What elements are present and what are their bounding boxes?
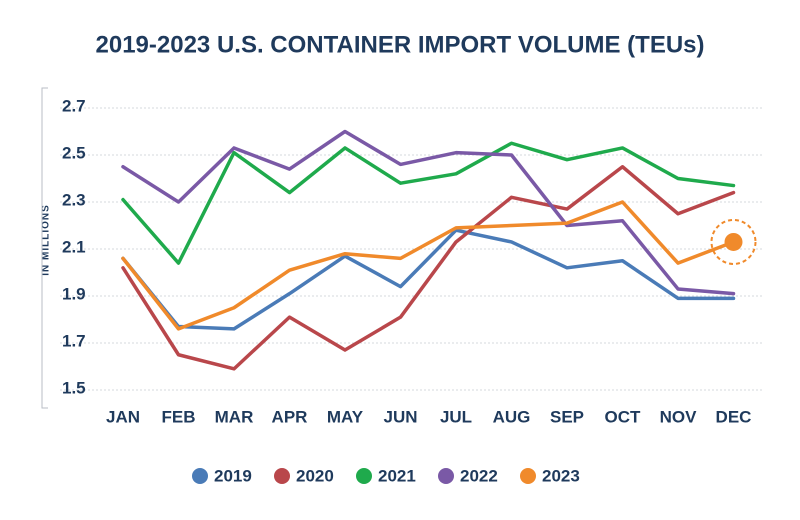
highlight-dot	[724, 232, 743, 251]
x-tick-label: SEP	[550, 407, 584, 426]
y-tick-label: 1.7	[62, 331, 86, 350]
y-tick-label: 2.5	[62, 143, 86, 162]
legend-label: 2020	[296, 466, 334, 485]
legend-swatch	[520, 468, 536, 484]
series-line	[121, 141, 736, 265]
y-tick-label: 2.1	[62, 237, 86, 256]
legend-swatch	[274, 468, 290, 484]
x-tick-label: NOV	[660, 407, 698, 426]
x-tick-label: DEC	[716, 407, 752, 426]
series-line	[121, 200, 736, 331]
legend-label: 2023	[542, 466, 580, 485]
y-tick-label: 2.7	[62, 96, 86, 115]
legend-label: 2019	[214, 466, 252, 485]
legend-label: 2022	[460, 466, 498, 485]
x-tick-label: OCT	[605, 407, 642, 426]
legend-swatch	[356, 468, 372, 484]
legend-label: 2021	[378, 466, 416, 485]
x-tick-label: JUN	[383, 407, 417, 426]
x-tick-label: MAY	[327, 407, 364, 426]
legend-swatch	[438, 468, 454, 484]
y-tick-label: 1.5	[62, 378, 86, 397]
legend-swatch	[192, 468, 208, 484]
x-tick-label: AUG	[493, 407, 531, 426]
series-line	[121, 228, 736, 331]
x-tick-label: MAR	[215, 407, 254, 426]
x-tick-label: JUL	[440, 407, 472, 426]
series-line	[121, 165, 736, 371]
x-tick-label: APR	[272, 407, 308, 426]
series-line	[121, 129, 736, 296]
chart-title: 2019-2023 U.S. CONTAINER IMPORT VOLUME (…	[96, 31, 705, 58]
axis-bracket	[41, 87, 48, 409]
x-tick-label: JAN	[106, 407, 140, 426]
y-tick-label: 1.9	[62, 284, 86, 303]
y-tick-label: 2.3	[62, 190, 86, 209]
y-axis-label: IN MILLIONS	[41, 204, 52, 276]
x-tick-label: FEB	[162, 407, 196, 426]
